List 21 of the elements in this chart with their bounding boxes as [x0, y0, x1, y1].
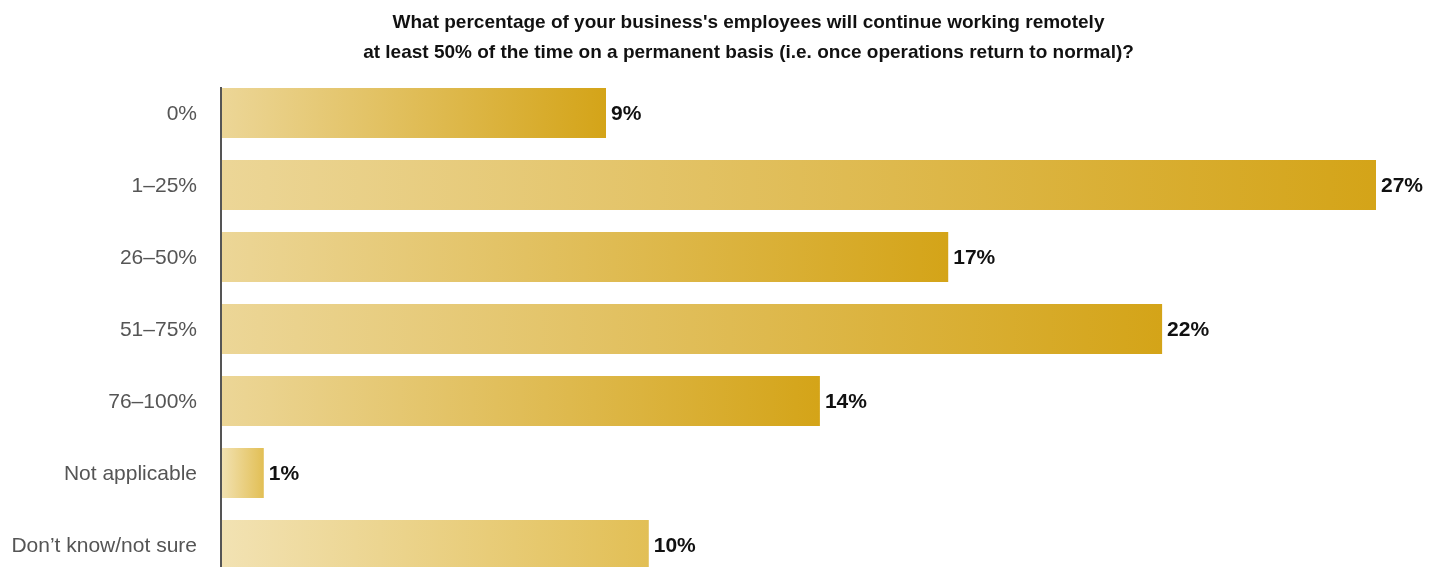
y-tick-label: 76–100%: [108, 389, 197, 413]
bar: [221, 448, 264, 498]
data-label: 9%: [611, 101, 642, 125]
data-label: 17%: [953, 245, 996, 269]
data-label: 10%: [653, 533, 697, 557]
bar: [221, 232, 949, 282]
y-tick-label: 1–25%: [131, 173, 197, 197]
bar: [221, 160, 1376, 210]
y-tick-label: Don’t know/not sure: [11, 533, 197, 557]
bar: [221, 88, 606, 138]
data-label: 22%: [1167, 317, 1210, 341]
chart-title: What percentage of your business's employees will continue working remotely at least 50% of the time on a permanent basis (i.e. once operations return to normal)?: [363, 11, 1134, 62]
y-tick-label: 26–50%: [119, 245, 197, 269]
y-tick-label: 51–75%: [119, 317, 197, 341]
data-label: 14%: [824, 389, 868, 413]
bar: [221, 304, 1163, 354]
y-tick-label: 0%: [166, 101, 197, 125]
y-tick-label: Not applicable: [63, 461, 197, 485]
data-label: 1%: [268, 461, 300, 485]
bar: [221, 376, 820, 426]
data-label: 27%: [1381, 173, 1424, 197]
